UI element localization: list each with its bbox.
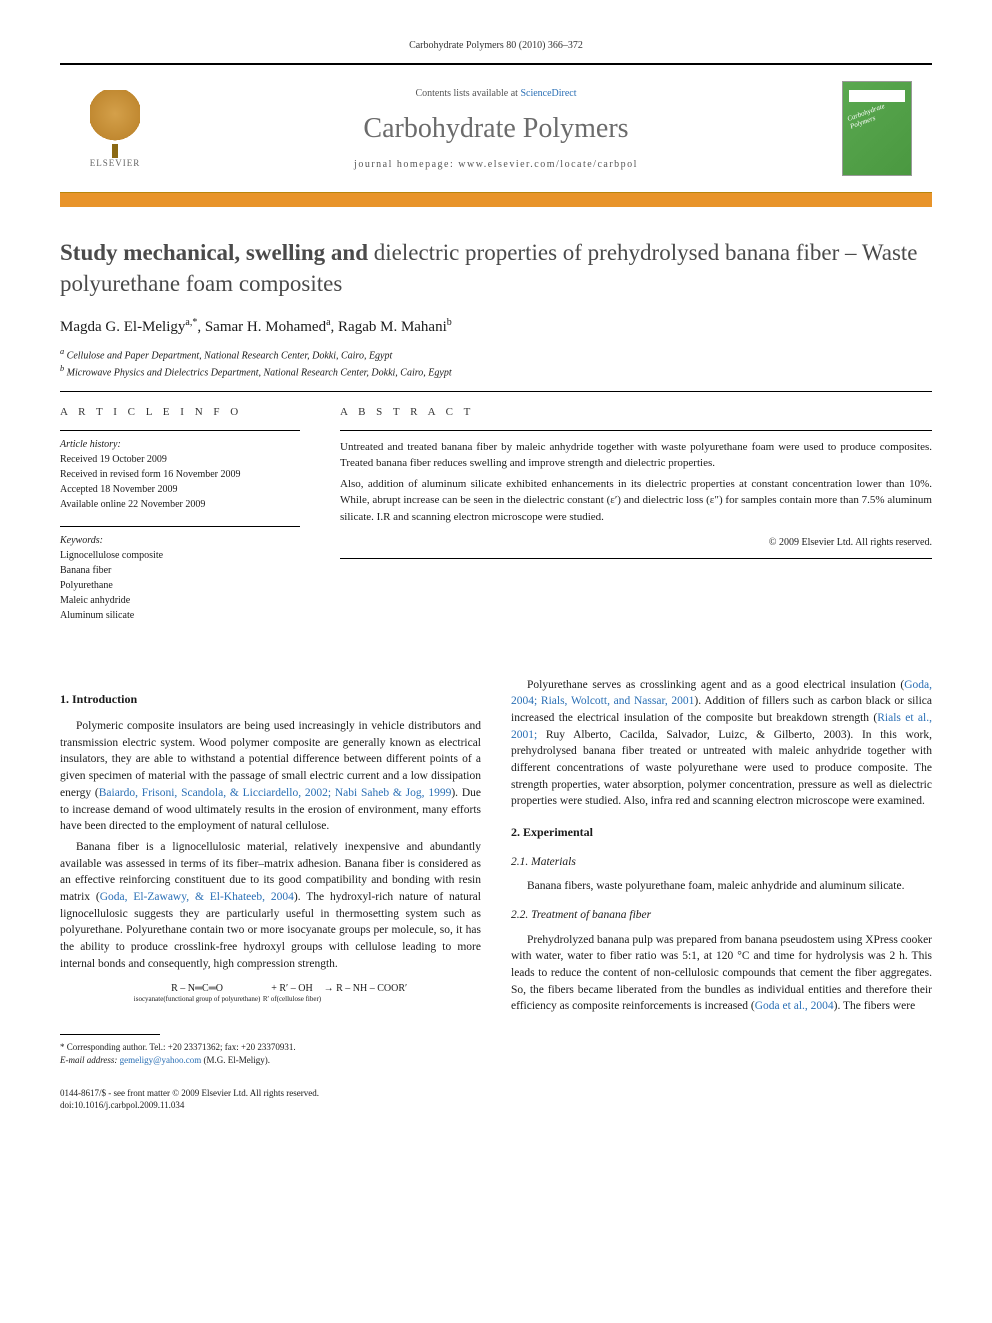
elsevier-logo: ELSEVIER bbox=[80, 84, 150, 174]
author-2: Samar H. Mohamed bbox=[205, 319, 326, 335]
issn-line: 0144-8617/$ - see front matter © 2009 El… bbox=[60, 1087, 932, 1100]
col2-para-1: Polyurethane serves as crosslinking agen… bbox=[511, 677, 932, 810]
corresponding-line: * Corresponding author. Tel.: +20 233713… bbox=[60, 1041, 481, 1054]
author-1: Magda G. El-Meligy bbox=[60, 319, 185, 335]
article-title: Study mechanical, swelling and dielectri… bbox=[60, 237, 932, 299]
page-footer: 0144-8617/$ - see front matter © 2009 El… bbox=[60, 1087, 932, 1112]
keyword-2: Banana fiber bbox=[60, 565, 111, 576]
rule-above-info bbox=[60, 391, 932, 392]
journal-homepage-line: journal homepage: www.elsevier.com/locat… bbox=[150, 159, 842, 170]
author-2-affil: a bbox=[326, 317, 330, 328]
eq-left-sub: isocyanate(functional group of polyureth… bbox=[134, 995, 261, 1004]
treatment-heading: 2.2. Treatment of banana fiber bbox=[511, 907, 932, 924]
eq-mid-sub: R′ of(cellulose fiber) bbox=[263, 995, 321, 1004]
keyword-3: Polyurethane bbox=[60, 580, 113, 591]
affiliation-b: b Microwave Physics and Dielectrics Depa… bbox=[60, 363, 932, 380]
treatment-pb: ). The fibers were bbox=[834, 1000, 916, 1012]
keywords-label: Keywords: bbox=[60, 535, 103, 546]
abstract-copyright: © 2009 Elsevier Ltd. All rights reserved… bbox=[340, 535, 932, 550]
affiliations: a Cellulose and Paper Department, Nation… bbox=[60, 346, 932, 381]
masthead-center: Contents lists available at ScienceDirec… bbox=[150, 88, 842, 170]
doi-line: doi:10.1016/j.carbpol.2009.11.034 bbox=[60, 1099, 932, 1112]
body-right-column: Polyurethane serves as crosslinking agen… bbox=[511, 677, 932, 1067]
intro-para-1: Polymeric composite insulators are being… bbox=[60, 718, 481, 835]
keywords-block: Keywords: Lignocellulose composite Banan… bbox=[60, 526, 300, 623]
abstract-p2: Also, addition of aluminum silicate exhi… bbox=[340, 476, 932, 526]
abstract-p1: Untreated and treated banana fiber by ma… bbox=[340, 439, 932, 472]
body-left-column: 1. Introduction Polymeric composite insu… bbox=[60, 677, 481, 1067]
contents-prefix: Contents lists available at bbox=[415, 88, 520, 99]
footnote-separator bbox=[60, 1034, 160, 1035]
title-bold-part: Study mechanical, swelling and bbox=[60, 240, 374, 265]
citation-baiardo[interactable]: Baiardo, Frisoni, Scandola, & Licciardel… bbox=[99, 787, 452, 799]
abstract-label: A B S T R A C T bbox=[340, 406, 932, 418]
homepage-url[interactable]: www.elsevier.com/locate/carbpol bbox=[458, 159, 638, 170]
author-3-affil: b bbox=[447, 317, 452, 328]
materials-para: Banana fibers, waste polyurethane foam, … bbox=[511, 878, 932, 895]
online-date: Available online 22 November 2009 bbox=[60, 499, 205, 510]
journal-name: Carbohydrate Polymers bbox=[150, 113, 842, 145]
cover-label: Carbohydrate Polymers bbox=[846, 94, 912, 131]
article-info-label: A R T I C L E I N F O bbox=[60, 406, 300, 418]
accepted-date: Accepted 18 November 2009 bbox=[60, 484, 177, 495]
abstract-column: A B S T R A C T Untreated and treated ba… bbox=[340, 406, 932, 637]
abstract-text: Untreated and treated banana fiber by ma… bbox=[340, 430, 932, 551]
journal-masthead: ELSEVIER Contents lists available at Sci… bbox=[60, 63, 932, 193]
homepage-prefix: journal homepage: bbox=[354, 159, 458, 170]
introduction-heading: 1. Introduction bbox=[60, 691, 481, 708]
rule-below-abstract bbox=[340, 558, 932, 559]
author-list: Magda G. El-Meligya,*, Samar H. Mohameda… bbox=[60, 317, 932, 336]
eq-left: R – N═C═O bbox=[171, 983, 223, 994]
author-email[interactable]: gemeligy@yahoo.com bbox=[120, 1055, 202, 1065]
keyword-4: Maleic anhydride bbox=[60, 595, 130, 606]
publisher-name: ELSEVIER bbox=[90, 158, 141, 168]
intro-para-2: Banana fiber is a lignocellulosic materi… bbox=[60, 839, 481, 972]
col2-p1c: Ruy Alberto, Cacilda, Salvador, Luizc, &… bbox=[511, 729, 932, 808]
reaction-equation: R – N═C═O isocyanate(functional group of… bbox=[60, 982, 481, 1004]
author-1-affil: a,* bbox=[185, 317, 197, 328]
revised-date: Received in revised form 16 November 200… bbox=[60, 469, 241, 480]
citation-goda[interactable]: Goda, El-Zawawy, & El-Khateeb, 2004 bbox=[100, 891, 294, 903]
contents-available-line: Contents lists available at ScienceDirec… bbox=[150, 88, 842, 99]
sciencedirect-link[interactable]: ScienceDirect bbox=[520, 88, 576, 99]
info-abstract-row: A R T I C L E I N F O Article history: R… bbox=[60, 406, 932, 637]
email-line: E-mail address: gemeligy@yahoo.com (M.G.… bbox=[60, 1054, 481, 1067]
body-two-column: 1. Introduction Polymeric composite insu… bbox=[60, 677, 932, 1067]
article-history-block: Article history: Received 19 October 200… bbox=[60, 430, 300, 512]
materials-heading: 2.1. Materials bbox=[511, 854, 932, 871]
elsevier-tree-icon bbox=[90, 90, 140, 150]
eq-right: → R – NH – COOR′ bbox=[324, 983, 408, 994]
journal-cover-thumbnail: Carbohydrate Polymers bbox=[842, 81, 912, 176]
history-label: Article history: bbox=[60, 439, 121, 450]
article-info-column: A R T I C L E I N F O Article history: R… bbox=[60, 406, 300, 637]
treatment-para: Prehydrolyzed banana pulp was prepared f… bbox=[511, 932, 932, 1015]
eq-mid: + R′ – OH bbox=[271, 983, 312, 994]
header-citation: Carbohydrate Polymers 80 (2010) 366–372 bbox=[60, 40, 932, 51]
corresponding-author-footnote: * Corresponding author. Tel.: +20 233713… bbox=[60, 1041, 481, 1066]
affiliation-a: a Cellulose and Paper Department, Nation… bbox=[60, 346, 932, 363]
col2-p1a: Polyurethane serves as crosslinking agen… bbox=[527, 679, 904, 691]
affil-a-text: Cellulose and Paper Department, National… bbox=[67, 350, 393, 361]
affil-b-text: Microwave Physics and Dielectrics Depart… bbox=[67, 368, 452, 379]
author-3: Ragab M. Mahani bbox=[338, 319, 447, 335]
email-owner: (M.G. El-Meligy). bbox=[203, 1055, 270, 1065]
masthead-accent-bar bbox=[60, 193, 932, 207]
received-date: Received 19 October 2009 bbox=[60, 454, 167, 465]
keyword-1: Lignocellulose composite bbox=[60, 550, 163, 561]
experimental-heading: 2. Experimental bbox=[511, 824, 932, 841]
keyword-5: Aluminum silicate bbox=[60, 610, 134, 621]
email-label: E-mail address: bbox=[60, 1055, 117, 1065]
citation-goda-2004b[interactable]: Goda et al., 2004 bbox=[755, 1000, 834, 1012]
